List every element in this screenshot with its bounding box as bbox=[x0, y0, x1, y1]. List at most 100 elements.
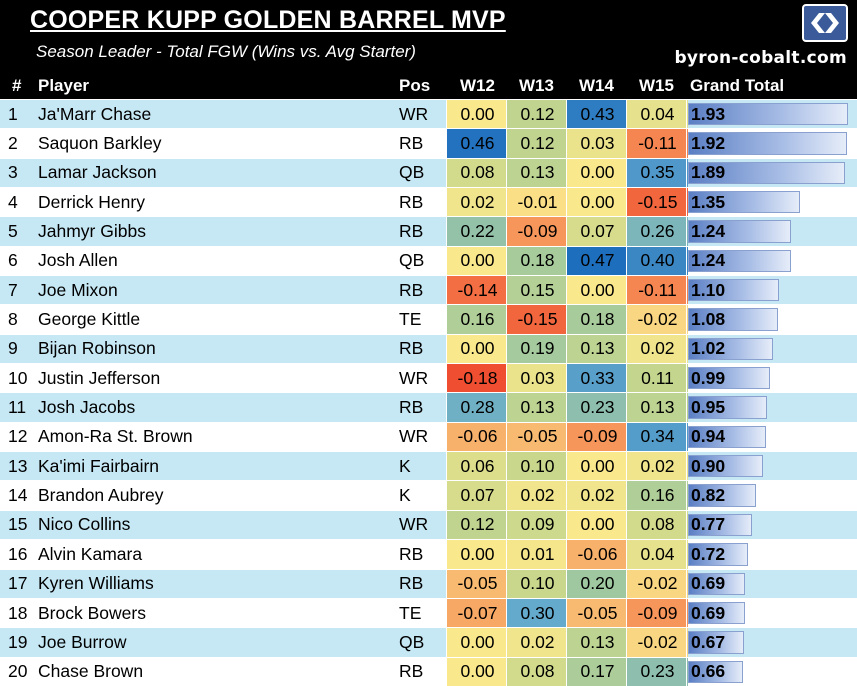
w12-cell: -0.06 bbox=[447, 422, 508, 452]
w13-cell: 0.30 bbox=[507, 598, 568, 628]
pos-cell: WR bbox=[399, 514, 429, 535]
column-divider bbox=[566, 628, 567, 657]
table-row: 19 Joe Burrow QB 0.00 0.02 0.13 -0.02 0.67 bbox=[0, 627, 857, 657]
w13-cell: 0.10 bbox=[507, 569, 568, 598]
column-divider bbox=[626, 393, 627, 422]
grand-total-value: 1.24 bbox=[691, 250, 726, 271]
table-row: 10 Justin Jefferson WR -0.18 0.03 0.33 0.11 0.9… bbox=[0, 363, 857, 393]
w14-cell: 0.13 bbox=[567, 628, 628, 657]
player-cell: Nico Collins bbox=[38, 514, 131, 535]
column-divider bbox=[566, 129, 567, 158]
w13-cell: 0.09 bbox=[507, 510, 568, 540]
header-pos: Pos bbox=[399, 76, 431, 95]
column-divider bbox=[446, 334, 447, 364]
grand-total-value: 0.99 bbox=[691, 367, 726, 388]
player-cell: Jahmyr Gibbs bbox=[38, 221, 146, 242]
column-divider bbox=[686, 598, 687, 628]
w15-cell: 0.08 bbox=[627, 510, 688, 540]
column-divider bbox=[446, 246, 447, 276]
column-divider bbox=[566, 598, 567, 628]
column-divider bbox=[566, 188, 567, 217]
rank-cell: 7 bbox=[8, 279, 18, 300]
column-divider bbox=[626, 305, 627, 334]
column-divider bbox=[626, 129, 627, 158]
player-cell: Justin Jefferson bbox=[38, 367, 161, 388]
grand-total-value: 0.69 bbox=[691, 602, 726, 623]
table-row: 2 Saquon Barkley RB 0.46 0.12 0.03 -0.11 1.92 bbox=[0, 128, 857, 158]
grand-total-cell: 1.02 bbox=[688, 335, 848, 363]
total-data-bar bbox=[688, 425, 766, 449]
column-divider bbox=[626, 276, 627, 305]
w12-cell: -0.07 bbox=[447, 598, 508, 628]
column-divider bbox=[446, 628, 447, 657]
w15-cell: 0.34 bbox=[627, 422, 688, 452]
total-data-bar bbox=[688, 132, 848, 155]
grand-total-cell: 1.89 bbox=[688, 159, 848, 187]
player-cell: Kyren Williams bbox=[38, 573, 154, 594]
pos-cell: RB bbox=[399, 573, 424, 594]
column-divider bbox=[686, 188, 687, 217]
pos-cell: WR bbox=[399, 367, 429, 388]
w12-cell: 0.00 bbox=[447, 628, 508, 657]
site-url: byron-cobalt.com bbox=[674, 48, 847, 68]
column-divider bbox=[686, 364, 687, 393]
w13-cell: 0.03 bbox=[507, 364, 568, 393]
grand-total-cell: 0.82 bbox=[688, 481, 848, 509]
w14-cell: 0.20 bbox=[567, 569, 628, 598]
column-divider bbox=[506, 569, 507, 598]
w15-cell: -0.11 bbox=[627, 129, 688, 158]
player-cell: Joe Mixon bbox=[38, 279, 118, 300]
w15-cell: -0.15 bbox=[627, 188, 688, 217]
column-divider bbox=[506, 657, 507, 686]
table-row: 9 Bijan Robinson RB 0.00 0.19 0.13 0.02 1.02 bbox=[0, 333, 857, 364]
header-w14: W14 bbox=[579, 76, 614, 95]
total-data-bar bbox=[688, 249, 791, 273]
rank-cell: 19 bbox=[8, 631, 28, 652]
header-player: Player bbox=[38, 76, 90, 95]
grand-total-cell: 0.77 bbox=[688, 511, 848, 539]
rank-cell: 1 bbox=[8, 103, 18, 124]
column-divider bbox=[506, 276, 507, 305]
w13-cell: -0.05 bbox=[507, 422, 568, 452]
rank-cell: 18 bbox=[8, 602, 28, 623]
player-cell: Alvin Kamara bbox=[38, 543, 143, 564]
pos-cell: QB bbox=[399, 250, 425, 271]
total-data-bar bbox=[688, 660, 743, 683]
column-divider bbox=[626, 481, 627, 510]
rank-cell: 9 bbox=[8, 338, 18, 359]
player-cell: Bijan Robinson bbox=[38, 338, 156, 359]
total-data-bar bbox=[688, 631, 744, 654]
column-divider bbox=[446, 188, 447, 217]
column-divider bbox=[686, 305, 687, 334]
table-row: 13 Ka'imi Fairbairn K 0.06 0.10 0.00 0.02 0.90 bbox=[0, 451, 857, 481]
grand-total-cell: 0.66 bbox=[688, 658, 848, 686]
table-row: 16 Alvin Kamara RB 0.00 0.01 -0.06 0.04 0.72 bbox=[0, 539, 857, 569]
pos-cell: TE bbox=[399, 602, 422, 623]
column-divider bbox=[446, 452, 447, 481]
grand-total-value: 1.08 bbox=[691, 309, 726, 330]
column-divider bbox=[506, 100, 507, 129]
grand-total-value: 1.10 bbox=[691, 279, 726, 300]
rank-cell: 2 bbox=[8, 133, 18, 154]
grand-total-value: 1.35 bbox=[691, 191, 726, 212]
column-divider bbox=[686, 217, 687, 246]
w14-cell: 0.18 bbox=[567, 305, 628, 334]
column-divider bbox=[626, 334, 627, 364]
column-divider bbox=[566, 422, 567, 452]
grand-total-cell: 0.67 bbox=[688, 628, 848, 656]
grand-total-cell: 1.93 bbox=[688, 100, 848, 128]
column-divider bbox=[626, 452, 627, 481]
w14-cell: 0.23 bbox=[567, 393, 628, 422]
column-divider bbox=[446, 393, 447, 422]
column-divider bbox=[626, 246, 627, 276]
grand-total-cell: 1.35 bbox=[688, 188, 848, 216]
column-divider bbox=[566, 246, 567, 276]
column-divider bbox=[446, 481, 447, 510]
column-divider bbox=[686, 393, 687, 422]
column-divider bbox=[446, 158, 447, 188]
rank-cell: 6 bbox=[8, 250, 18, 271]
column-divider bbox=[566, 393, 567, 422]
table-row: 8 George Kittle TE 0.16 -0.15 0.18 -0.02 1.08 bbox=[0, 304, 857, 334]
column-divider bbox=[506, 188, 507, 217]
header-w15: W15 bbox=[639, 76, 674, 95]
